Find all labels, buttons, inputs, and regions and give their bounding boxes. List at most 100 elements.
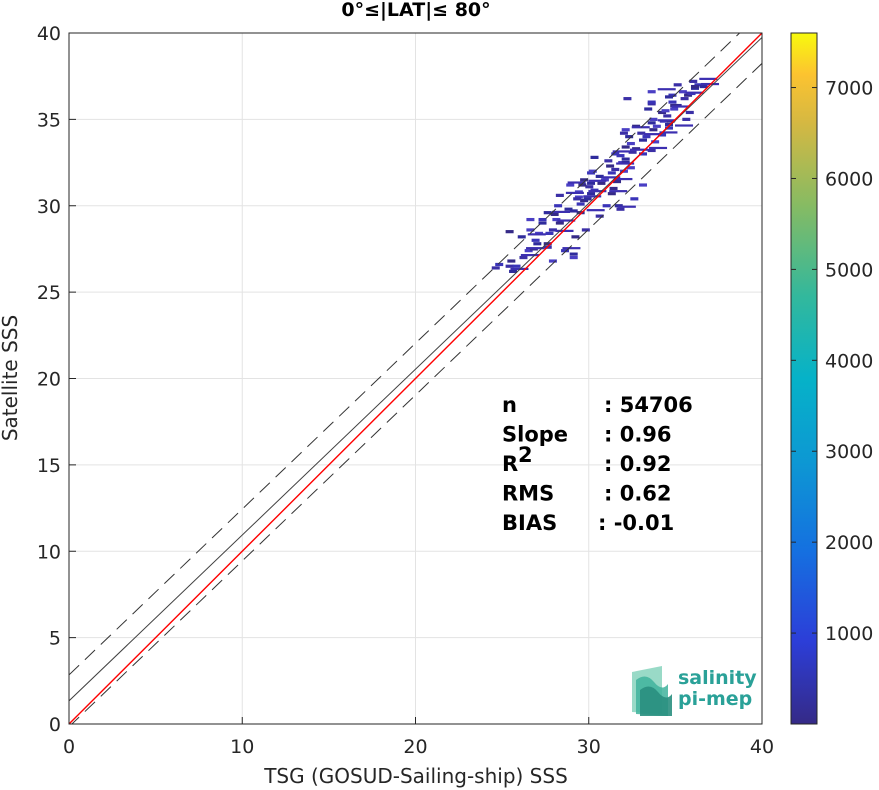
density-cell	[690, 84, 699, 89]
stat-superscript: 2	[518, 443, 533, 467]
density-cell	[647, 100, 656, 104]
density-cell	[543, 242, 552, 246]
density-cell	[680, 97, 689, 101]
logo-wave-icon	[632, 666, 672, 716]
stat-value: : 0.92	[604, 452, 672, 476]
stat-label: Slope	[502, 423, 568, 447]
density-cell	[614, 177, 633, 181]
density-cell	[602, 204, 611, 208]
density-cell	[644, 107, 653, 111]
density-cell	[571, 235, 580, 239]
density-cell	[689, 79, 698, 83]
density-cell	[564, 207, 573, 211]
stats-annotation: n: 54706 Slope: 0.96 R 2: 0.92 RMS: 0.62 BIAS…	[502, 393, 693, 535]
density-cell	[649, 117, 658, 121]
stat-label: BIAS	[502, 511, 557, 535]
density-cell	[595, 214, 604, 218]
density-cell	[694, 83, 703, 87]
density-cell	[562, 247, 581, 250]
y-tick-label: 15	[37, 455, 61, 477]
upper-bound-line	[69, 33, 741, 676]
density-cell	[597, 181, 606, 185]
density-cell	[611, 152, 620, 156]
density-cell	[647, 148, 656, 153]
density-cell	[642, 135, 651, 139]
density-cell	[531, 238, 540, 242]
density-cell	[629, 148, 648, 151]
x-tick-label: 30	[577, 736, 601, 758]
density-cell	[576, 202, 585, 206]
density-cell	[583, 195, 602, 198]
density-cell	[550, 212, 559, 216]
colorbar-tick-label: 6000	[825, 168, 873, 190]
density-cell	[682, 117, 691, 121]
density-cell	[664, 122, 673, 127]
density-cell	[548, 259, 557, 263]
density-cell	[510, 267, 529, 271]
density-cell	[587, 181, 596, 185]
density-cell	[526, 247, 545, 250]
density-cell	[555, 221, 564, 225]
density-cell	[578, 183, 587, 187]
x-tick-label: 20	[403, 736, 427, 758]
density-cell	[657, 88, 676, 91]
density-cell	[585, 185, 594, 189]
density-cells	[491, 77, 720, 273]
density-cell	[561, 249, 570, 253]
salinity-pimep-logo: salinity pi-mep	[632, 666, 757, 716]
colorbar-tick-label: 2000	[825, 532, 873, 554]
density-cell	[639, 152, 648, 156]
density-cell	[569, 209, 578, 213]
density-cell	[699, 77, 718, 80]
density-cell	[639, 138, 648, 142]
density-cell	[685, 91, 704, 94]
density-cell	[639, 183, 648, 187]
density-cell	[520, 253, 539, 257]
density-cell	[576, 211, 585, 215]
density-cell	[621, 128, 630, 132]
y-tick-label: 35	[37, 109, 61, 131]
density-cell	[670, 107, 679, 111]
density-cell	[606, 164, 615, 168]
density-cell	[616, 207, 625, 211]
density-cell	[607, 192, 616, 196]
density-cell	[685, 110, 694, 115]
density-cell	[690, 86, 699, 90]
stat-label: n	[502, 393, 517, 417]
density-cell	[613, 179, 622, 184]
density-cell	[509, 269, 518, 273]
density-cell	[505, 264, 514, 268]
density-cell	[565, 191, 584, 194]
density-cell	[587, 171, 596, 175]
y-tick-label: 20	[37, 369, 61, 391]
density-cell	[663, 114, 672, 118]
x-tick-label: 0	[63, 736, 75, 758]
y-tick-label: 5	[49, 628, 61, 650]
density-cell	[552, 210, 571, 213]
y-axis-ticks: 0 5 10 15 20 25 30 35 40	[37, 23, 76, 736]
density-cell	[574, 195, 583, 199]
colorbar-ticks: 1000 2000 3000 4000 5000 6000 7000	[791, 78, 873, 645]
colorbar-tick-label: 7000	[825, 78, 873, 100]
density-cell	[595, 174, 604, 178]
density-cell	[673, 83, 682, 87]
density-cell	[625, 135, 634, 139]
x-tick-label: 40	[750, 736, 774, 758]
density-cell	[505, 230, 514, 234]
logo-text-bottom: pi-mep	[678, 688, 752, 710]
density-cell	[612, 150, 631, 153]
density-cell	[626, 166, 635, 170]
density-cell	[621, 157, 630, 161]
density-cell	[623, 97, 632, 101]
density-cell	[602, 176, 621, 179]
colorbar-tick-label: 5000	[825, 259, 873, 281]
reference-lines	[69, 33, 762, 724]
density-cell	[524, 249, 533, 253]
density-cell	[661, 109, 670, 113]
density-cell	[517, 235, 526, 239]
stat-value: : -0.01	[598, 511, 674, 535]
density-cell	[587, 192, 596, 196]
density-cell	[678, 90, 687, 94]
density-cell	[652, 124, 661, 128]
density-cell	[609, 190, 628, 193]
